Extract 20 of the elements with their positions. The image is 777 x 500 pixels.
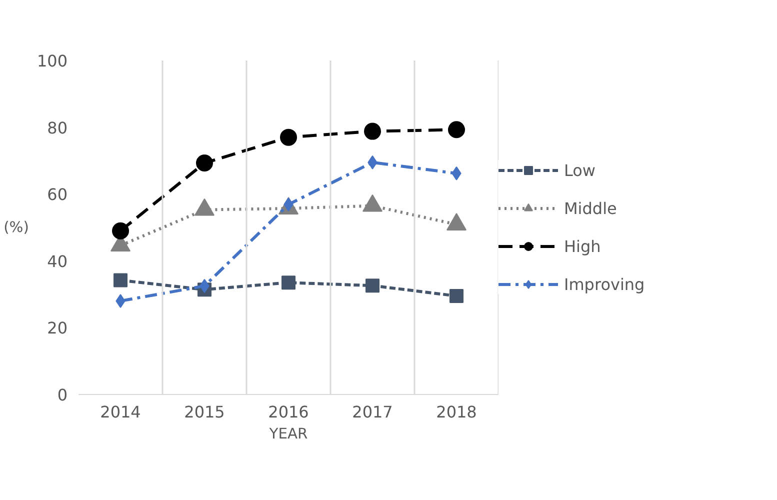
y-axis-title: (%): [4, 219, 29, 236]
point: [450, 288, 464, 303]
point: [448, 121, 465, 138]
x-tick-label: 2018: [436, 402, 477, 422]
x-axis-title: YEAR: [268, 426, 308, 442]
y-tick-label: 20: [47, 318, 68, 338]
x-tick-label: 2014: [100, 402, 141, 422]
y-tick-label: 100: [36, 52, 68, 70]
y-tick-label: 80: [47, 118, 68, 138]
legend-label: Low: [564, 160, 596, 180]
y-tick-label: 60: [47, 185, 68, 204]
legend-label: Middle: [564, 198, 617, 218]
point: [114, 273, 128, 288]
y-tick-label: 0: [57, 386, 68, 404]
y-tick-label: 40: [47, 252, 68, 271]
x-tick-label: 2015: [184, 402, 225, 422]
legend-label: High: [564, 236, 601, 256]
legend-label: Improving: [564, 274, 645, 294]
x-tick-label: 2016: [268, 402, 309, 422]
x-tick-label: 2017: [352, 402, 393, 422]
